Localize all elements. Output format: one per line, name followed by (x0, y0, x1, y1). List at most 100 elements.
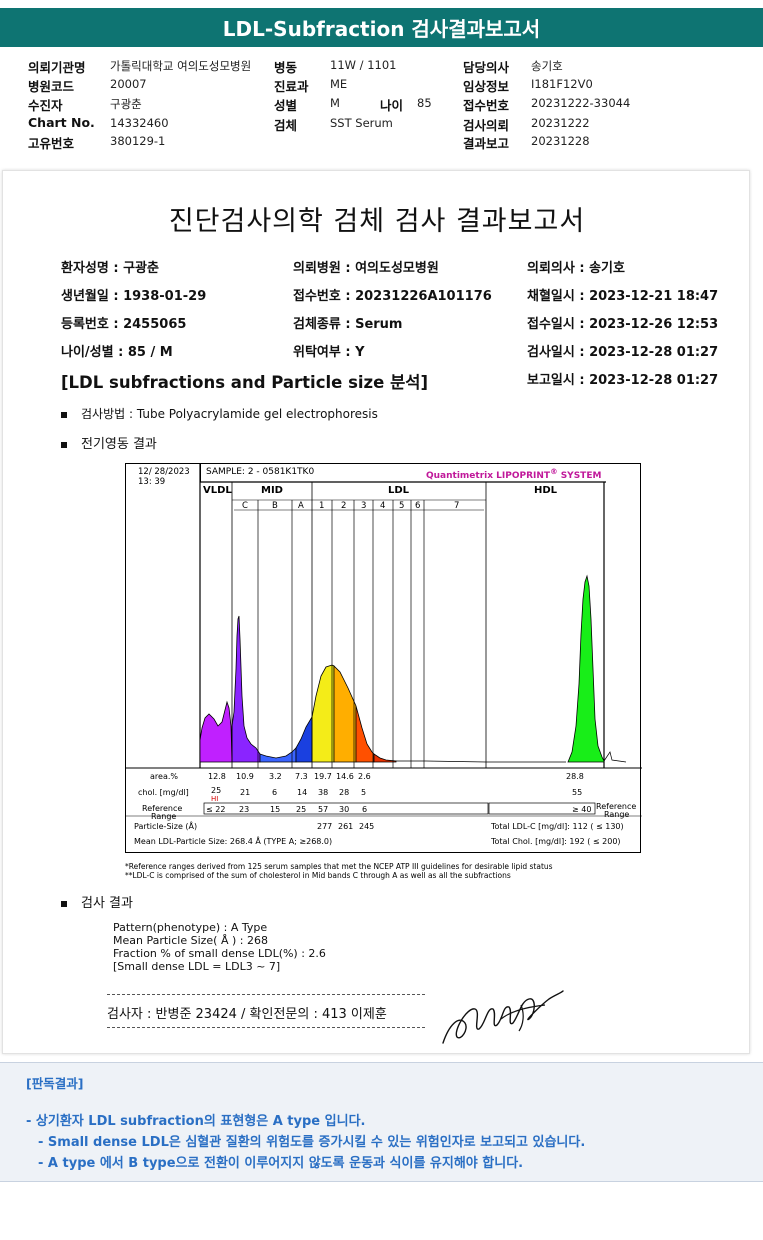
band-7: 7 (454, 501, 460, 511)
interpretation-line-3: - A type 에서 B type으로 전환이 이루어지지 않도록 운동과 식… (38, 1156, 524, 1171)
value-clinical-info: I181F12V0 (531, 77, 593, 91)
electrophoresis-plot (126, 464, 642, 817)
label-age: 나이 (380, 98, 404, 113)
band-1: 1 (319, 501, 325, 511)
chol-value-mida: 14 (297, 788, 308, 797)
signoff-line: 검사자 : 반병준 23424 / 확인전문의 : 413 이제훈 (107, 1007, 387, 1022)
result-sdldl-fraction: Fraction % of small dense LDL(%) : 2.6 (113, 947, 326, 960)
field-test-time: 검사일시 : 2023-12-28 01:27 (527, 345, 719, 360)
band-5: 5 (399, 501, 405, 511)
band-a: A (298, 501, 304, 511)
interpretation-line-2: - Small dense LDL은 심혈관 질환의 위험도를 증가시킬 수 있… (38, 1135, 586, 1150)
area-value-ldl2: 14.6 (336, 772, 354, 781)
value-hospital-code: 20007 (110, 77, 147, 91)
footnote-ldl-c: **LDL-C is comprised of the sum of chole… (125, 871, 511, 880)
region-vldl: VLDL (203, 485, 232, 496)
value-report-date: 20231228 (531, 134, 590, 148)
field-report-time: 보고일시 : 2023-12-28 01:27 (527, 373, 719, 388)
label-chart-no: Chart No. (28, 115, 95, 130)
band-4: 4 (380, 501, 386, 511)
result-sdldl-definition: [Small dense LDL = LDL3 ~ 7] (113, 960, 281, 973)
chart-brand-mark: ® (550, 467, 558, 476)
chart-sample: SAMPLE: 2 - 0581K1TK0 (206, 467, 315, 477)
ref-value-ldl2: 30 (339, 805, 350, 814)
value-age: 85 (417, 96, 432, 110)
total-chol: Total Chol. [mg/dl]: 192 ( ≤ 200) (491, 837, 621, 846)
chol-value-ldl2: 28 (339, 788, 350, 797)
area-value-midc: 10.9 (236, 772, 254, 781)
interpretation-line-1: - 상기환자 LDL subfraction의 표현형은 A type 입니다. (26, 1114, 366, 1129)
interpretation-panel: [판독결과] - 상기환자 LDL subfraction의 표현형은 A ty… (0, 1062, 763, 1182)
label-clinical-info: 임상정보 (463, 79, 510, 94)
chol-value-hdl: 55 (572, 788, 583, 797)
field-receipt-time: 접수일시 : 2023-12-26 12:53 (527, 317, 719, 332)
electrophoresis-heading: 전기영동 결과 (81, 437, 157, 452)
particle-size-ldl3: 245 (359, 822, 375, 831)
area-value-mida: 7.3 (295, 772, 308, 781)
mid-c-area (231, 615, 261, 763)
band-b: B (272, 501, 278, 511)
field-collection-time: 채혈일시 : 2023-12-21 18:47 (527, 289, 719, 304)
electrophoresis-bullet: 전기영동 결과 (61, 433, 157, 452)
vldl-area (199, 700, 233, 763)
area-value-midb: 3.2 (269, 772, 282, 781)
interpretation-title: [판독결과] (26, 1076, 84, 1091)
field-receipt-number: 접수번호 : 20231226A101176 (293, 289, 492, 304)
chol-value-midb: 6 (272, 788, 278, 797)
ldl4-7-area (373, 753, 397, 763)
region-hdl: HDL (534, 485, 558, 496)
particle-size-ldl1: 277 (317, 822, 333, 831)
label-unique-no: 고유번호 (28, 136, 75, 151)
band-3: 3 (361, 501, 367, 511)
method-bullet: 검사방법 : Tube Polyacrylamide gel electroph… (61, 405, 378, 422)
value-patient: 구광춘 (110, 97, 142, 111)
value-sex: M (330, 96, 340, 110)
band-6: 6 (415, 501, 421, 511)
lipoprint-chart: 12/ 28/2023 13: 39 SAMPLE: 2 - 0581K1TK0… (125, 463, 642, 853)
report-title: 진단검사의학 검체 검사 결과보고서 (168, 206, 586, 237)
field-age-sex: 나이/성별 : 85 / M (61, 345, 173, 360)
particle-size-label: Particle-Size (Å) (134, 822, 198, 831)
ldl2-area (333, 665, 357, 763)
value-unique-no: 380129-1 (110, 134, 166, 148)
particle-size-ldl2: 261 (338, 822, 354, 831)
label-sex: 성별 (274, 98, 298, 113)
row-chol-label: chol. [mg/dl] (138, 788, 189, 797)
ldl1-area (311, 664, 335, 763)
field-outsourced: 위탁여부 : Y (293, 345, 365, 360)
chol-value-ldl1: 38 (318, 788, 329, 797)
mean-ldl-particle-size: Mean LDL-Particle Size: 268.4 Å (TYPE A;… (134, 837, 333, 846)
ref-label-left-2: Range (151, 812, 177, 821)
ref-label-left-1: Reference (142, 804, 183, 813)
ref-value-mida: 25 (296, 805, 307, 814)
label-receipt-no: 접수번호 (463, 98, 510, 113)
label-report-date: 결과보고 (463, 136, 510, 151)
value-specimen: SST Serum (330, 116, 393, 130)
value-receipt-no: 20231222-33044 (531, 96, 631, 110)
total-ldl-c: Total LDL-C [mg/dl]: 112 ( ≤ 130) (491, 822, 624, 831)
label-doctor: 담당의사 (463, 60, 510, 75)
mid-a-area (295, 715, 313, 763)
label-request-date: 검사의뢰 (463, 118, 510, 133)
value-institution: 가톨릭대학교 여의도성모병원 (110, 59, 252, 73)
field-requesting-hospital: 의뢰병원 : 여의도성모병원 (293, 261, 439, 276)
area-value-vldl: 12.8 (208, 772, 226, 781)
bullet-square-icon (61, 441, 67, 448)
chart-brand: Quantimetrix LIPOPRINT® SYSTEM (426, 467, 601, 481)
ref-label-right-2: Range (604, 810, 630, 819)
chart-brand-name: Quantimetrix LIPOPRINT (426, 471, 551, 481)
ref-value-midb: 15 (270, 805, 281, 814)
label-ward: 병동 (274, 60, 298, 75)
bullet-square-icon (61, 411, 67, 418)
value-chart-no: 14332460 (110, 116, 169, 130)
hdl-area (567, 574, 605, 763)
label-dept: 진료과 (274, 79, 309, 94)
footnote-reference: *Reference ranges derived from 125 serum… (125, 862, 553, 871)
chol-value-midc: 21 (240, 788, 251, 797)
chol-value-ldl3-7: 5 (361, 788, 367, 797)
mid-b-area (259, 747, 297, 763)
area-value-ldl1: 19.7 (314, 772, 332, 781)
signoff-divider-top (107, 994, 425, 995)
field-specimen-type: 검체종류 : Serum (293, 317, 403, 332)
value-request-date: 20231222 (531, 116, 590, 130)
